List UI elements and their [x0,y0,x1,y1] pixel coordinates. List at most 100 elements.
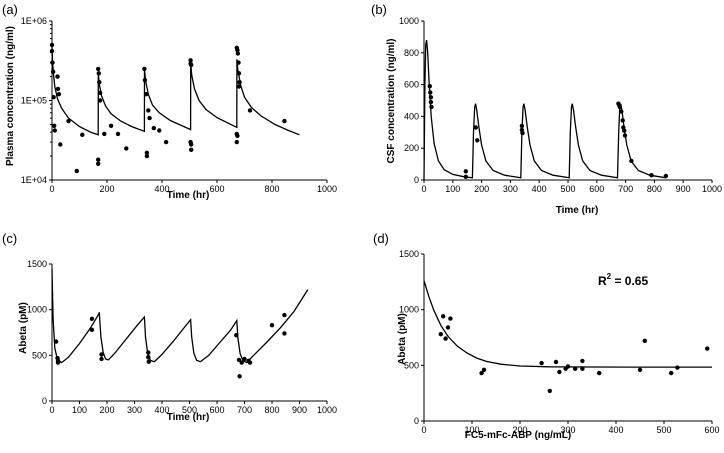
panel-c-data-point [89,327,95,332]
panel-b-data-point [428,90,433,95]
panel-a-model-curve [51,44,300,136]
panel-b-x-tick-label: 200 [474,184,489,194]
panel-a-data-point [96,161,101,166]
panel-a-label: (a) [2,2,18,17]
panel-b-x-tick-label: 800 [647,184,662,194]
panel-a-data-point [236,60,241,65]
panel-a-y-tick-label: 1E+04 [21,175,47,185]
panel-a-data-point [102,131,107,137]
panel-a-y-axis-label: Plasma concentration (ng/ml) [5,26,16,166]
panel-d-data-point [642,338,647,343]
panel-b-x-tick-label: 400 [532,184,547,194]
panel-a-data-point [50,60,55,65]
panel-c-data-point [55,360,61,365]
panel-b-data-point [463,169,468,174]
panel-d-data-point [479,370,484,376]
panel-c-model-curve [51,268,309,364]
panel-a-data-point [51,95,56,100]
panel-c-y-axis-label: Abeta (pM) [18,302,29,354]
panel-b-data-point [463,174,468,179]
panel-a-data-point [142,78,148,83]
r-squared-symbol: R [598,274,607,288]
panel-c-data-point [89,316,95,321]
panel-c-x-tick-label: 1000 [317,405,337,415]
panel-d-y-tick-label: 1500 [399,249,419,259]
panel-c-x-tick-label: 500 [182,405,197,415]
panel-d-x-tick-label: 200 [512,425,527,435]
panel-c-data-point [53,339,59,344]
panel-b-x-tick-label: 0 [421,184,426,194]
panel-d-data-point [597,370,602,376]
panel-a-data-point [282,118,287,124]
panel-a-data-point [151,125,156,131]
panel-c-y-tick-label: 500 [32,350,47,360]
panel-a-data-point [56,92,62,97]
panel-c-data-point [146,355,151,360]
panel-b-y-tick-label: 0 [414,175,419,185]
panel-b-data-point [520,130,525,136]
panel-b-label: (b) [371,2,387,17]
panel-b-data-point [620,118,625,123]
panel-c-x-tick-label: 600 [209,405,224,415]
panel-a-data-point [247,108,253,113]
panel-b-y-tick-label: 800 [404,48,419,58]
panel-a-data-point [96,66,101,72]
panel-a-data-point [237,80,242,85]
panel-b-x-tick-label: 100 [445,184,460,194]
panel-c-x-tick-label: 100 [72,405,87,415]
panel-a-data-point [189,147,194,152]
panel-b-data-point [428,99,434,105]
panel-a-data-point [66,118,71,124]
panel-d-data-point [445,325,451,330]
panel-d-x-tick-label: 0 [421,425,426,435]
panel-b-data-point [428,95,434,100]
panel-c-x-tick-label: 200 [99,405,114,415]
panel-c-x-tick-label: 800 [264,405,279,415]
panel-a-data-point [97,90,103,96]
panel-a-data-point [108,123,114,128]
panel-c-data-point [282,312,287,318]
panel-c-data-point [234,333,239,338]
panel-c-y-tick-label: 1500 [27,259,47,269]
panel-d-data-point [547,388,552,394]
panel-a-data-point [188,58,193,63]
panel-d-y-tick-label: 500 [404,360,419,370]
panel-b-data-point [629,158,634,164]
panel-b-model-curve [423,39,667,181]
panel-b-data-point [619,109,624,114]
panel-c-data-point [237,374,242,379]
panel-a-x-tick-label: 600 [209,184,224,194]
panel-a-data-point [52,128,57,133]
panel-a-data-point [96,157,101,162]
panel-d-data-point [580,358,585,364]
r-squared-superscript: 2 [607,272,612,281]
panel-d-y-tick-label: 0 [414,416,419,426]
panel-a-data-point [55,74,60,79]
panel-a-data-point [235,47,240,53]
panel-b-data-point [649,173,654,178]
panel-b-data-point [622,128,627,133]
panel-a-data-point [157,128,162,133]
panel-d-data-point [573,366,578,371]
panel-c-data-point [99,356,104,362]
panel-a-data-point [97,98,103,103]
panel-b-data-point [519,123,525,129]
panel-b-x-tick-label: 500 [560,184,575,194]
panel-d-x-tick-label: 400 [608,425,623,435]
panel-a-x-tick-label: 0 [49,184,54,194]
panel-a-data-point [147,115,152,121]
panel-c-data-point [269,323,275,328]
panel-b-y-tick-label: 600 [404,80,419,90]
panel-d-data-point [553,359,559,365]
panel-c-label: (c) [2,231,17,246]
panel-b: (b) CSF concentration (ng/ml) Time (hr) … [371,2,722,216]
panel-b-x-tick-label: 700 [618,184,633,194]
panel-a-data-point [74,168,80,174]
panel-b-data-point [475,138,480,143]
panel-a-y-tick-label: 1E+06 [21,16,47,26]
panel-c-data-point [99,352,104,357]
panel-a-data-point [115,131,121,137]
panel-a-data-point [144,150,150,155]
panel-d-y-tick-label: 1000 [399,305,419,315]
panel-b-data-point [617,104,622,110]
